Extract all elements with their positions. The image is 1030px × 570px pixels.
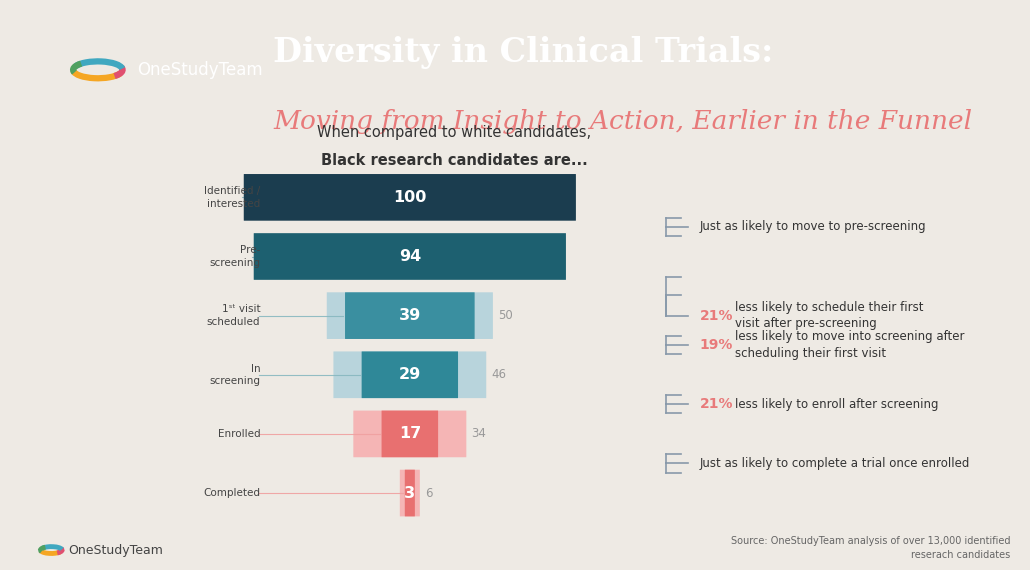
Text: Just as likely to move to pre-screening: Just as likely to move to pre-screening bbox=[699, 221, 926, 234]
Text: OneStudyTeam: OneStudyTeam bbox=[68, 544, 163, 556]
Text: Black research candidates are...: Black research candidates are... bbox=[321, 153, 587, 168]
Text: Pre-
screening: Pre- screening bbox=[209, 245, 261, 268]
FancyBboxPatch shape bbox=[334, 352, 486, 398]
Text: 46: 46 bbox=[491, 368, 507, 381]
Text: OneStudyTeam: OneStudyTeam bbox=[137, 61, 263, 79]
FancyBboxPatch shape bbox=[405, 470, 415, 516]
Text: Just as likely to complete a trial once enrolled: Just as likely to complete a trial once … bbox=[699, 457, 970, 470]
Text: 6: 6 bbox=[425, 487, 433, 499]
Text: Moving from Insight to Action, Earlier in the Funnel: Moving from Insight to Action, Earlier i… bbox=[273, 109, 972, 134]
Text: 21%: 21% bbox=[699, 308, 733, 323]
Text: Diversity in Clinical Trials:: Diversity in Clinical Trials: bbox=[273, 36, 774, 70]
Text: less likely to enroll after screening: less likely to enroll after screening bbox=[735, 398, 938, 411]
Text: 21%: 21% bbox=[699, 397, 733, 412]
Text: 100: 100 bbox=[393, 190, 426, 205]
FancyBboxPatch shape bbox=[400, 470, 420, 516]
FancyBboxPatch shape bbox=[327, 292, 493, 339]
FancyBboxPatch shape bbox=[244, 174, 576, 221]
Text: less likely to move into screening after
scheduling their first visit: less likely to move into screening after… bbox=[735, 331, 965, 360]
FancyBboxPatch shape bbox=[362, 352, 458, 398]
Text: 3: 3 bbox=[404, 486, 415, 500]
Text: 94: 94 bbox=[399, 249, 421, 264]
Text: 19%: 19% bbox=[699, 338, 733, 352]
Text: 17: 17 bbox=[399, 426, 421, 441]
Text: less likely to schedule their first
visit after pre-screening: less likely to schedule their first visi… bbox=[735, 301, 924, 331]
Text: Identified /
interested: Identified / interested bbox=[204, 186, 261, 209]
Text: 39: 39 bbox=[399, 308, 421, 323]
Text: Enrolled: Enrolled bbox=[217, 429, 261, 439]
Text: 29: 29 bbox=[399, 367, 421, 382]
Text: 34: 34 bbox=[472, 428, 486, 441]
FancyBboxPatch shape bbox=[345, 292, 475, 339]
Text: Completed: Completed bbox=[203, 488, 261, 498]
Text: When compared to white candidates,: When compared to white candidates, bbox=[317, 125, 591, 140]
FancyBboxPatch shape bbox=[353, 410, 467, 457]
Text: In
screening: In screening bbox=[209, 364, 261, 386]
FancyBboxPatch shape bbox=[253, 233, 565, 280]
FancyBboxPatch shape bbox=[381, 410, 438, 457]
Text: 50: 50 bbox=[499, 309, 513, 322]
Text: Source: OneStudyTeam analysis of over 13,000 identified
reserach candidates: Source: OneStudyTeam analysis of over 13… bbox=[730, 536, 1010, 560]
Text: 1ˢᵗ visit
scheduled: 1ˢᵗ visit scheduled bbox=[207, 304, 261, 327]
